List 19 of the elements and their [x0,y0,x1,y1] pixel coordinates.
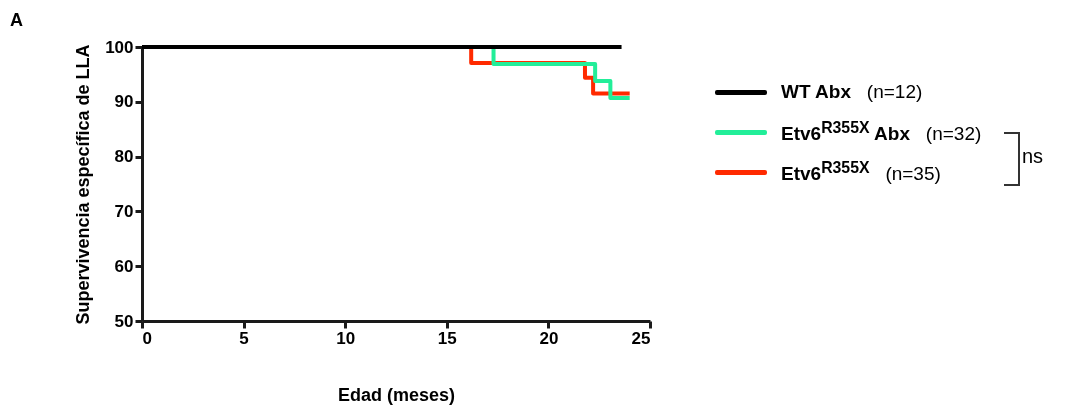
x-axis-title: Edad (meses) [337,384,456,405]
text: ns [1022,145,1044,168]
legend-label: Etv6$^{R355X}$ Abx (n=32) [781,118,982,146]
y-axis-title: Supervivencia específica de LLA [73,44,94,325]
legend-label: Etv6$^{R355X}$ (n=35) [781,158,941,186]
y-tick-label: 100 [105,37,134,57]
x-tick-label: 15 [437,328,457,348]
x-tick-label: 10 [336,328,356,348]
y-tick-label: 60 [114,256,134,276]
y-tick-label: 50 [114,311,134,331]
x-tick-label: 20 [539,328,559,348]
legend-label: WT Abx (n=12) [781,81,923,103]
y-tick-label: 80 [114,147,134,167]
x-tick-label: 5 [239,328,249,348]
y-tick-label: 90 [114,92,134,112]
y-tick-label: 70 [114,201,134,221]
x-tick-label: 0 [142,328,152,348]
x-tick-label: 25 [631,328,651,348]
text: A [10,10,23,31]
